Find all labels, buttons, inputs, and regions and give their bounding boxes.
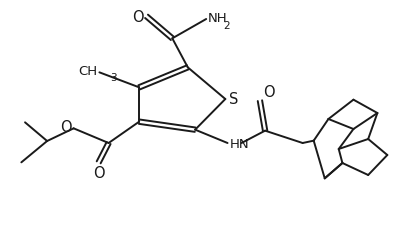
Text: O: O [60,119,72,134]
Text: O: O [263,84,275,99]
Text: HN: HN [230,138,249,151]
Text: CH: CH [78,64,98,77]
Text: S: S [229,92,239,107]
Text: 2: 2 [223,21,230,31]
Text: NH: NH [208,12,228,25]
Text: 3: 3 [111,73,117,83]
Text: O: O [93,166,104,181]
Text: O: O [132,10,143,25]
